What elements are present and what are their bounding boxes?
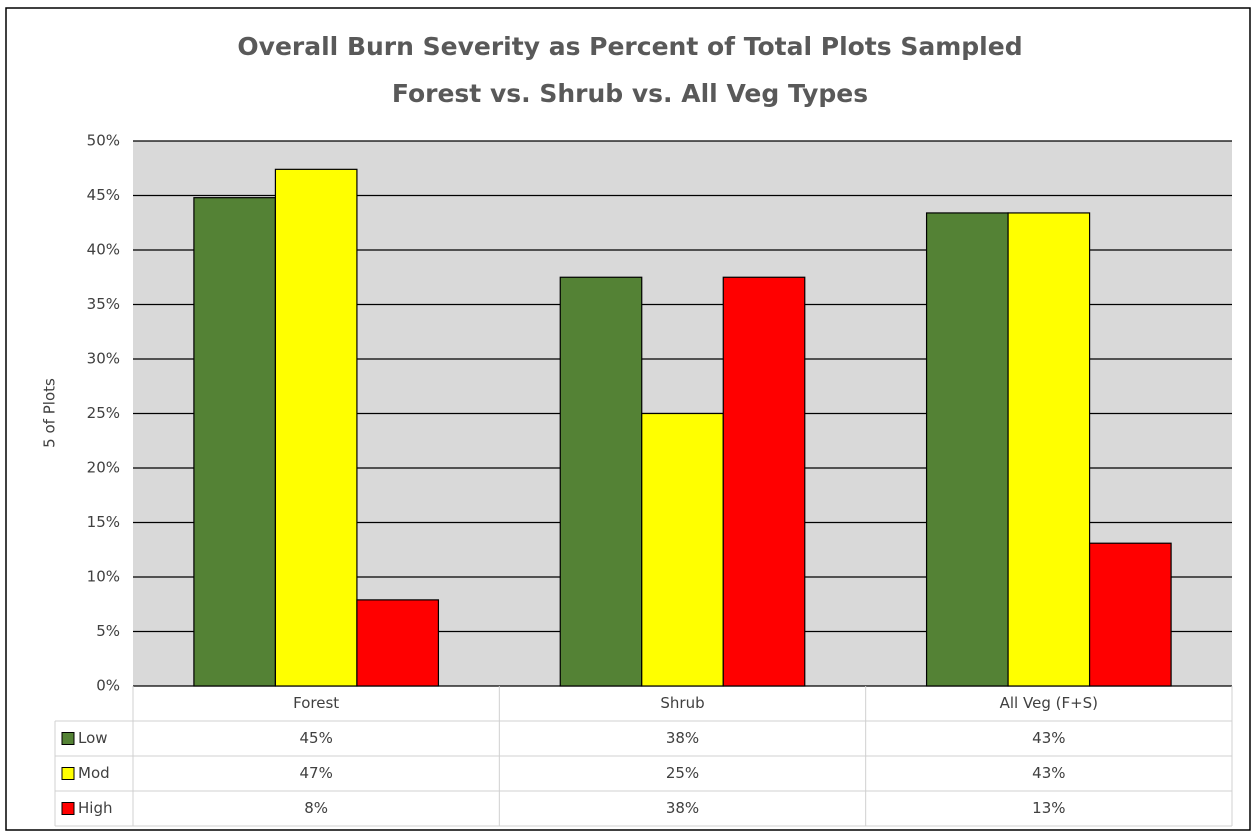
y-tick-label: 25% [87,404,120,422]
data-label: 38% [666,729,699,747]
data-label: 43% [1032,729,1065,747]
data-label: 8% [304,799,328,817]
legend-key [61,732,75,745]
legend-label: Mod [78,764,110,782]
x-tick-label: Shrub [660,694,704,712]
bar [274,168,358,687]
bar [1088,542,1172,687]
y-axis-label: 5 of Plots [41,378,59,448]
y-tick-label: 50% [87,132,120,150]
data-label: 38% [666,799,699,817]
y-tick-label: 15% [87,513,120,531]
data-label: 45% [299,729,332,747]
y-tick-label: 5% [96,622,120,640]
y-tick-label: 0% [96,677,120,695]
legend-key [61,767,75,780]
chart-subtitle: Forest vs. Shrub vs. All Veg Types [392,79,868,108]
y-tick-label: 30% [87,350,120,368]
bar [193,197,277,687]
bar [641,412,724,687]
data-label: 25% [666,764,699,782]
x-tick-label: Forest [293,694,339,712]
y-tick-label: 20% [87,459,120,477]
bar [1007,212,1091,687]
data-label: 13% [1032,799,1065,817]
bar [722,276,806,687]
legend-label: High [78,799,112,817]
y-tick-label: 40% [87,241,120,259]
chart-title: Overall Burn Severity as Percent of Tota… [237,32,1022,61]
legend-key [61,802,75,815]
bar [356,599,440,687]
y-tick-label: 35% [87,295,120,313]
y-tick-label: 45% [87,186,120,204]
data-label: 43% [1032,764,1065,782]
legend-label: Low [78,729,108,747]
bar [925,212,1009,687]
bar [559,276,643,687]
data-label: 47% [299,764,332,782]
x-tick-label: All Veg (F+S) [1000,694,1098,712]
y-tick-label: 10% [87,568,120,586]
